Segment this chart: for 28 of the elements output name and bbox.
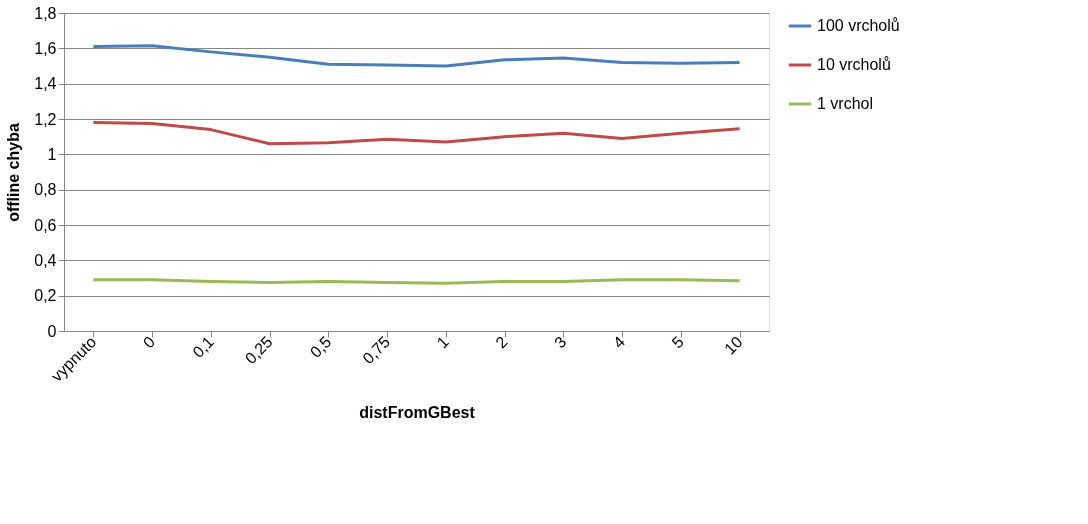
x-tick-label: 10 [721,333,746,358]
y-tick-label: 0,6 [34,216,57,234]
x-tick-label: 0,75 [359,333,394,368]
x-tick-label: 1 [433,333,453,352]
legend-label: 10 vrcholů [817,56,891,73]
y-tick-label: 0 [47,322,57,340]
y-tick-label: 0,4 [34,251,57,269]
x-tick-label: 0,5 [306,333,335,361]
y-tick-label: 1,8 [34,4,57,22]
x-tick-label: 5 [668,333,688,352]
y-tick-label: 1 [47,145,57,163]
y-tick-label: 0,8 [34,181,57,199]
y-tick-label: 1,6 [34,39,57,57]
x-tick-label: 0,1 [189,333,218,361]
y-tick-label: 1,2 [34,110,57,128]
x-tick-label: 4 [609,333,629,352]
x-tick-label: 0,25 [241,333,276,368]
x-tick-label: 0 [139,333,159,352]
legend-label: 100 vrcholů [817,17,900,34]
line-series [91,121,742,146]
line-series [91,44,742,68]
y-axis-title: offline chyba [5,123,23,222]
x-tick-label: 3 [551,333,570,352]
x-axis-title: distFromGBest [359,403,476,421]
y-tick-label: 0,2 [34,287,57,305]
y-tick-label: 1,4 [34,75,57,93]
x-tick-label: 2 [492,333,511,352]
legend-label: 1 vrchol [817,95,874,112]
